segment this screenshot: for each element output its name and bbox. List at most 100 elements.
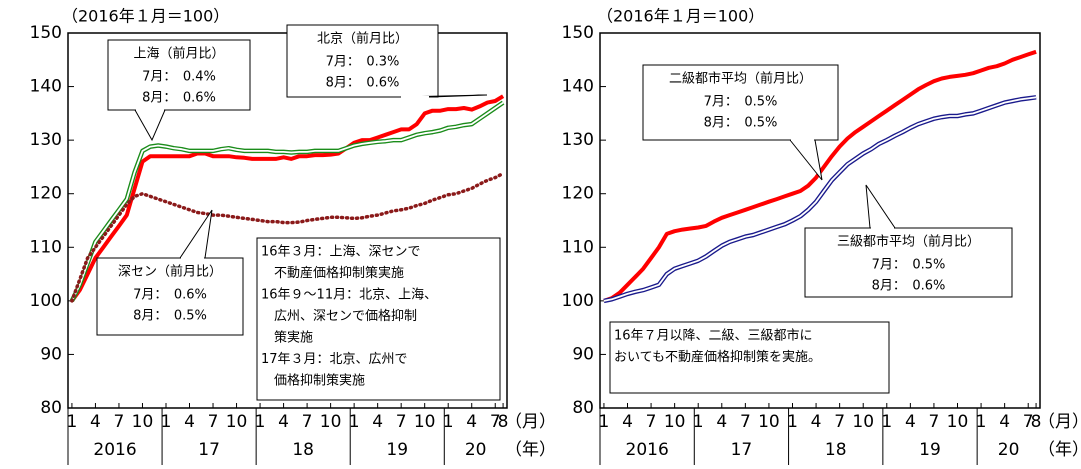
y-tick-label: 150 — [562, 23, 594, 43]
callout-title: 北京（前月比） — [317, 31, 408, 47]
x-tick-label: 1 — [349, 412, 360, 432]
callout-title: 二級都市平均（前月比） — [669, 71, 812, 87]
x-tick-label: 4 — [184, 412, 195, 432]
x-tick-label: 7 — [740, 412, 751, 432]
y-tick-label: 90 — [572, 344, 594, 364]
x-tick-label: 1 — [787, 412, 798, 432]
x-tick-label: 4 — [716, 412, 727, 432]
x-tick-label: 4 — [622, 412, 633, 432]
x-tick-label: 10 — [664, 412, 686, 432]
callout-text: 7月： 0.5% — [704, 95, 778, 110]
x-axis-label: （月） — [1038, 412, 1081, 432]
y-tick-label: 90 — [40, 344, 62, 364]
x-tick-label: 1 — [443, 412, 454, 432]
year-label: 2016 — [626, 440, 669, 460]
callout-text: 7月： 0.5% — [872, 258, 946, 273]
x-tick-label: 4 — [372, 412, 383, 432]
y-tick-label: 80 — [572, 398, 594, 418]
note-text: 策実施 — [261, 330, 313, 346]
x-axis-label: （年） — [1038, 440, 1081, 460]
x-tick-label: 7 — [929, 412, 940, 432]
x-tick-label: 7 — [114, 412, 125, 432]
y-tick-label: 80 — [40, 398, 62, 418]
x-tick-label: 4 — [999, 412, 1010, 432]
x-tick-label: 1 — [255, 412, 266, 432]
x-tick-label: 7 — [396, 412, 407, 432]
year-label: 18 — [292, 440, 314, 460]
callout-text: 7月： 0.4% — [142, 70, 216, 85]
year-label: 20 — [465, 440, 487, 460]
callout-text: 8月： 0.6% — [142, 91, 216, 106]
y-tick-label: 140 — [562, 77, 594, 97]
note-text: 16年７月以降、二級、三級都市に — [614, 328, 813, 344]
callout-title: 上海（前月比） — [133, 46, 224, 62]
x-tick-label: 7 — [208, 412, 219, 432]
x-tick-label: 7 — [1023, 412, 1034, 432]
year-label: 19 — [919, 440, 941, 460]
callout-text: 8月： 0.6% — [872, 279, 946, 294]
x-tick-label: 4 — [466, 412, 477, 432]
y-tick-label: 110 — [562, 237, 594, 257]
line — [70, 94, 505, 303]
note-box — [609, 321, 890, 394]
x-tick-label: 7 — [646, 412, 657, 432]
note-text: おいても不動産価格抑制策を実施。 — [614, 349, 821, 365]
y-tick-label: 100 — [30, 291, 62, 311]
year-label: 20 — [998, 440, 1020, 460]
callout-text: 7月： 0.6% — [133, 288, 207, 303]
callout-text: 8月： 0.5% — [133, 309, 207, 324]
x-tick-label: 4 — [905, 412, 916, 432]
x-tick-label: 10 — [414, 412, 436, 432]
callout-text: 7月： 0.3% — [326, 55, 400, 70]
x-tick-label: 4 — [90, 412, 101, 432]
x-tick-label: 7 — [490, 412, 501, 432]
callout-pointer — [134, 109, 166, 142]
year-label: 18 — [825, 440, 847, 460]
note-text: 広州、深センで価格抑制 — [261, 308, 417, 324]
x-tick-label: 10 — [226, 412, 248, 432]
x-tick-label: 10 — [132, 412, 154, 432]
year-label: 17 — [731, 440, 753, 460]
y-tick-label: 130 — [562, 130, 594, 150]
note-box — [256, 237, 501, 401]
unit-label: （2016年１月＝100） — [597, 7, 764, 26]
callout-box — [96, 257, 244, 336]
x-tick-label: 4 — [811, 412, 822, 432]
plot-frame — [599, 32, 1041, 409]
x-tick-label: 10 — [758, 412, 780, 432]
note-text: 17年３月：北京、広州で — [261, 352, 408, 367]
callout-box — [804, 227, 1013, 298]
x-tick-label: 7 — [834, 412, 845, 432]
callout-title: 深セン（前月比） — [118, 264, 222, 280]
year-label: 17 — [198, 440, 220, 460]
x-axis-label: （年） — [505, 440, 556, 460]
x-tick-label: 1 — [599, 412, 610, 432]
note-text: 不動産価格抑制策実施 — [261, 265, 404, 281]
x-tick-label: 1 — [693, 412, 704, 432]
callout-box — [107, 39, 251, 111]
x-axis-label: （月） — [505, 412, 556, 432]
x-tick-label: 4 — [278, 412, 289, 432]
callout-pointer — [865, 184, 896, 229]
x-tick-label: 8 — [498, 412, 509, 432]
x-tick-label: 1 — [881, 412, 892, 432]
x-tick-label: 1 — [161, 412, 172, 432]
callout-title: 三級都市平均（前月比） — [837, 234, 980, 250]
x-tick-label: 8 — [1031, 412, 1042, 432]
y-tick-label: 100 — [562, 291, 594, 311]
x-tick-label: 1 — [976, 412, 987, 432]
x-tick-label: 10 — [320, 412, 342, 432]
line-inner — [603, 96, 1037, 302]
callout-pointer — [788, 139, 823, 181]
y-tick-label: 130 — [30, 130, 62, 150]
callout-box — [642, 64, 839, 141]
x-tick-label: 1 — [67, 412, 78, 432]
y-tick-label: 120 — [562, 184, 594, 204]
y-tick-label: 120 — [30, 184, 62, 204]
line-inner — [71, 101, 504, 302]
line — [70, 171, 505, 303]
note-text: 価格抑制策実施 — [261, 373, 365, 389]
y-tick-label: 140 — [30, 77, 62, 97]
